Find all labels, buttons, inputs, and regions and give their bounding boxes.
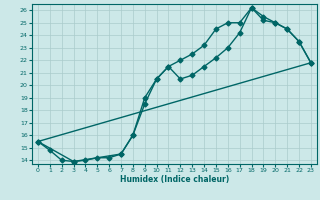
X-axis label: Humidex (Indice chaleur): Humidex (Indice chaleur) (120, 175, 229, 184)
